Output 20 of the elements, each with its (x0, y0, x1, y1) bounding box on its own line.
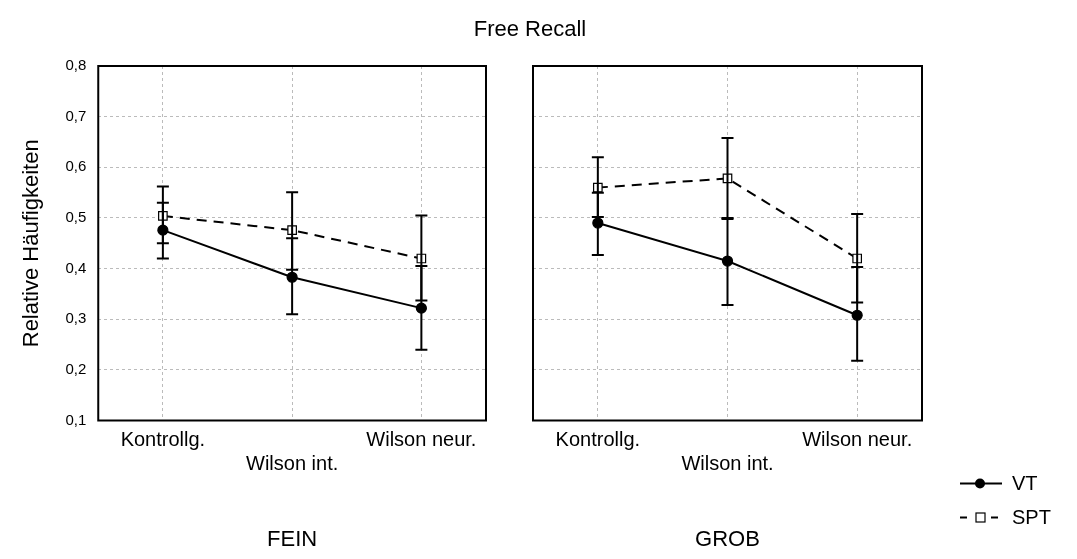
y-axis-title: Relative Häufigkeiten (18, 139, 44, 348)
x-axis-title: FEIN (267, 525, 318, 551)
x-axis-title: GROB (695, 525, 760, 551)
legend-label: SPT (1012, 505, 1051, 529)
x-tick-label: Wilson neur. (366, 428, 477, 451)
y-tick-label: 0,1 (65, 410, 87, 428)
x-tick-label: Kontrollg. (555, 428, 641, 451)
x-tick-label: Wilson int. (246, 452, 339, 475)
y-tick-label: 0,8 (65, 56, 87, 74)
legend-label: VT (1012, 471, 1038, 495)
y-tick-label: 0,6 (65, 157, 87, 175)
y-tick-label: 0,2 (65, 360, 87, 378)
y-tick-label: 0,4 (65, 258, 87, 276)
y-tick-label: 0,3 (65, 309, 87, 327)
y-tick-label: 0,7 (65, 106, 87, 124)
x-tick-label: Wilson neur. (802, 428, 913, 451)
y-tick-label: 0,5 (65, 208, 87, 226)
chart-title: Free Recall (472, 16, 588, 42)
x-tick-label: Wilson int. (681, 452, 774, 475)
x-tick-label: Kontrollg. (120, 428, 206, 451)
